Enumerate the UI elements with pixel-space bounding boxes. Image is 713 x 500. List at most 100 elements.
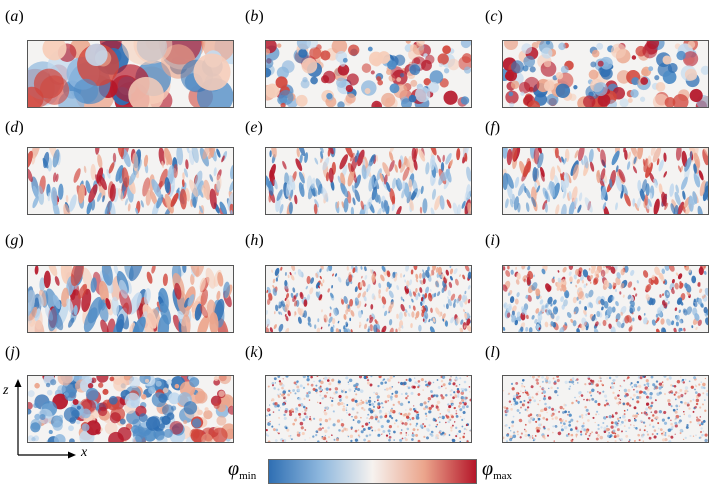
field-blob [510, 80, 520, 90]
field-blob [272, 284, 275, 289]
field-blob [297, 409, 299, 412]
field-blob [610, 326, 616, 332]
field-blob [72, 376, 82, 383]
field-blob [550, 321, 555, 327]
field-blob [584, 197, 593, 213]
field-blob [537, 426, 541, 430]
field-blob [581, 427, 585, 431]
field-blob [377, 79, 384, 86]
field-blob [73, 305, 78, 316]
field-blob [569, 428, 573, 432]
field-blob [354, 438, 359, 442]
field-blob [626, 314, 632, 323]
field-blob [670, 419, 672, 421]
field-blob [699, 288, 703, 294]
field-blob [568, 387, 571, 390]
field-blob [354, 174, 362, 189]
field-blob [360, 200, 365, 210]
field-blob [677, 273, 683, 280]
field-blob [303, 299, 308, 307]
field-blob [580, 158, 584, 166]
field-blob [108, 395, 118, 405]
field-blob [645, 402, 650, 406]
field-blob [643, 312, 646, 316]
field-blob [590, 267, 596, 274]
field-blob [462, 274, 466, 280]
field-blob [380, 424, 384, 429]
field-blob [509, 435, 513, 439]
field-blob [159, 423, 165, 429]
field-blob [294, 194, 298, 205]
field-blob [201, 433, 213, 442]
field-blob [390, 416, 394, 420]
field-blob [303, 310, 308, 318]
field-blob [86, 201, 92, 214]
field-blob [619, 423, 622, 426]
field-blob [441, 396, 445, 400]
field-blob [433, 292, 437, 298]
field-blob [396, 425, 400, 428]
field-blob [83, 165, 87, 174]
field-blob [406, 385, 408, 388]
field-blob [661, 438, 666, 442]
field-blob [467, 285, 471, 290]
field-blob [640, 412, 643, 414]
field-blob [91, 198, 96, 211]
field-texture [503, 376, 708, 442]
field-blob [218, 390, 225, 397]
field-blob [607, 294, 614, 303]
field-blob [356, 411, 359, 414]
field-blob [65, 194, 69, 203]
field-blob [449, 275, 453, 281]
field-blob [565, 434, 569, 437]
field-blob [601, 306, 604, 311]
field-blob [420, 296, 424, 302]
field-blob [326, 266, 330, 272]
field-blob [292, 422, 296, 426]
field-blob [52, 420, 63, 431]
field-blob [622, 414, 626, 419]
field-blob [572, 164, 579, 181]
field-blob [591, 379, 595, 383]
field-blob [459, 377, 462, 380]
field-blob [341, 429, 345, 433]
field-blob [671, 288, 675, 295]
field-blob [388, 424, 393, 429]
field-blob [524, 423, 527, 426]
field-blob [453, 391, 456, 394]
field-blob [596, 169, 600, 177]
field-blob [605, 427, 610, 432]
field-blob [361, 63, 372, 73]
field-blob [189, 179, 199, 197]
field-blob [614, 396, 618, 400]
field-blob [461, 418, 464, 421]
field-blob [148, 386, 156, 394]
field-blob [462, 388, 465, 391]
field-blob [400, 161, 407, 173]
field-blob [627, 294, 632, 300]
field-blob [462, 401, 465, 404]
field-blob [603, 301, 609, 309]
field-blob [638, 439, 641, 442]
field-blob [600, 426, 603, 429]
field-blob [590, 394, 593, 397]
field-blob [372, 405, 376, 408]
field-blob [412, 43, 425, 55]
field-blob [535, 288, 541, 297]
field-blob [699, 430, 703, 434]
field-blob [280, 102, 286, 107]
field-blob [343, 327, 348, 332]
field-blob [325, 387, 329, 391]
field-blob [52, 416, 60, 423]
panel-label-h: (h) [245, 232, 264, 249]
field-blob [695, 402, 699, 406]
field-blob [606, 441, 609, 442]
field-blob [430, 433, 434, 437]
field-blob [68, 425, 74, 432]
field-blob [100, 319, 109, 332]
field-blob [379, 172, 384, 183]
field-blob [274, 382, 277, 384]
field-blob [404, 308, 408, 313]
field-blob [102, 195, 105, 203]
field-blob [662, 70, 677, 84]
